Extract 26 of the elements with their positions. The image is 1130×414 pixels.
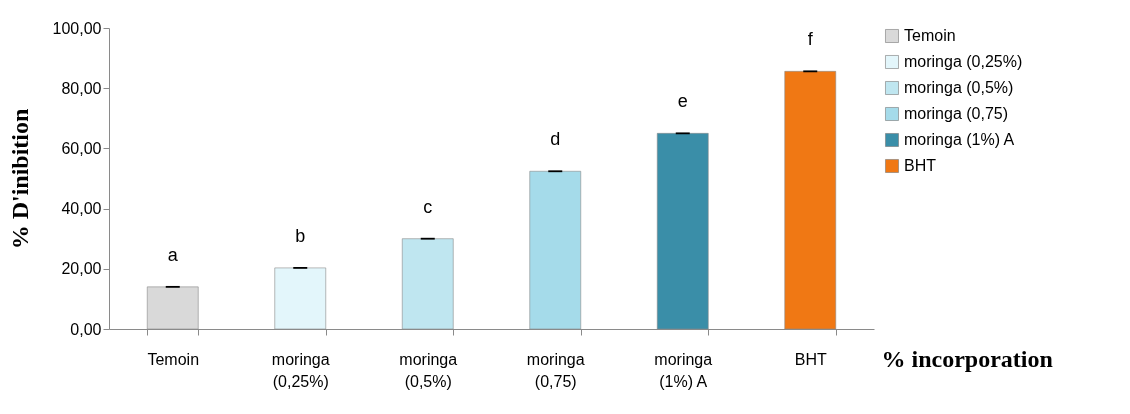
legend-label: moringa (1%) A [904,131,1015,148]
legend-label: Temoin [904,27,956,44]
legend-label: BHT [904,157,937,174]
x-tick-label: moringa (0,5%) [399,350,458,390]
annotation: c [423,196,433,217]
annotation: d [550,129,561,150]
y-tick-label: 20,00 [61,260,102,278]
x-tick-label: moringa (1%) A [654,350,713,390]
x-tick-label: moringa (0,75) [526,350,585,390]
y-tick-label: 0,00 [70,320,102,338]
legend-label: moringa (0,5%) [904,79,1014,96]
x-axis-title: % incorporation [881,345,1053,372]
y-tick-label: 100,00 [52,19,102,37]
x-tick-label: Temoin [147,350,200,368]
y-tick-label: 80,00 [61,79,102,97]
x-tick-label: BHT [794,350,827,368]
annotation: e [677,91,688,112]
y-tick-label: 60,00 [61,139,102,157]
y-tick-label: 40,00 [61,200,102,218]
x-tick-label: moringa (0,25%) [271,350,330,390]
annotation: a [167,244,179,265]
legend-label: moringa (0,25%) [904,53,1023,70]
y-axis-title: % D'inibition [6,108,33,250]
annotation: b [295,225,306,246]
annotation: f [807,29,814,50]
legend-label: moringa (0,75) [904,105,1009,122]
